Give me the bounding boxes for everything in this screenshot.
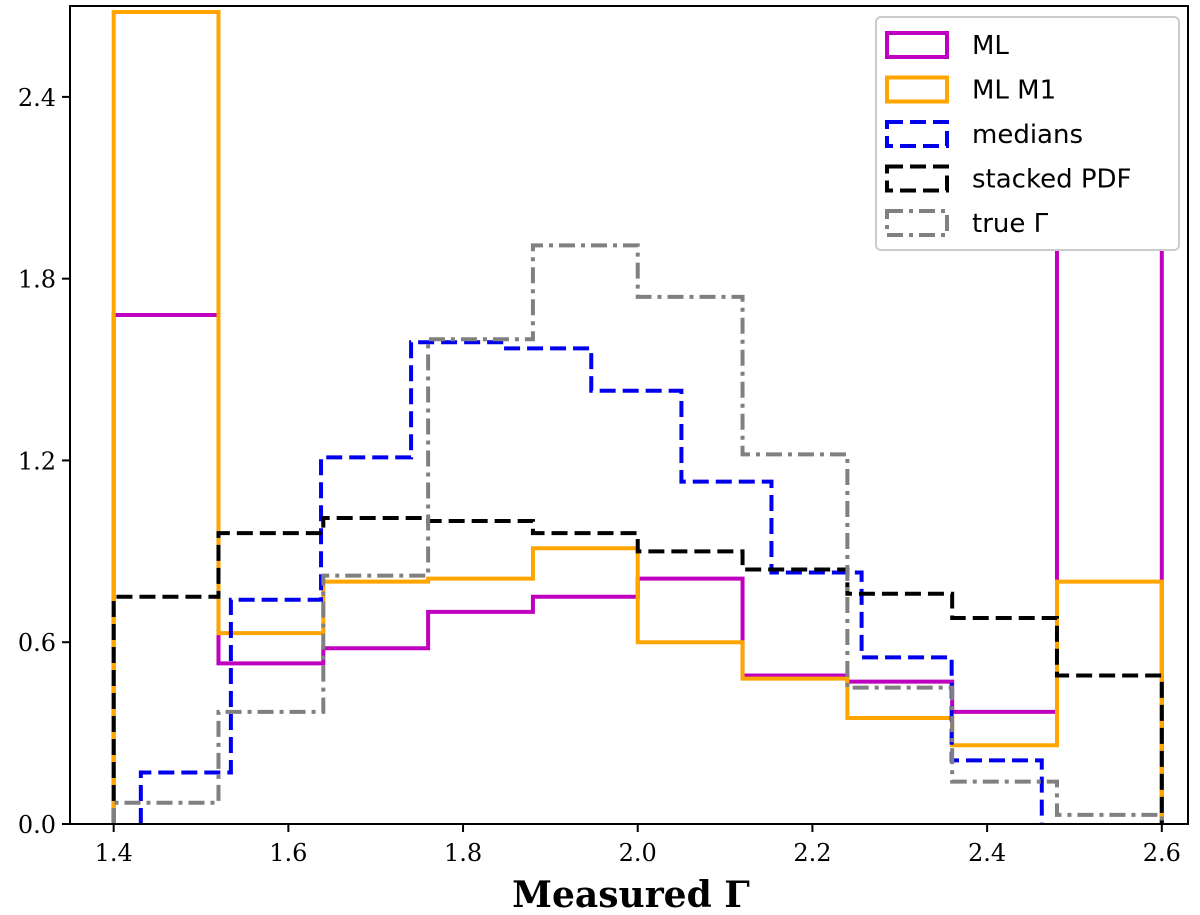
legend-box — [875, 16, 1180, 251]
y-tick-label: 0.0 — [18, 811, 56, 839]
y-tick-label: 2.4 — [18, 84, 56, 112]
series-line-4 — [111, 516, 1164, 824]
series-line-5 — [111, 243, 1164, 824]
legend-label: true Γ — [972, 209, 1049, 239]
plot-frame — [69, 5, 1189, 825]
legend-label: ML M1 — [972, 76, 1056, 106]
y-axis: 0.0 0.6 1.2 1.8 2.4 — [18, 84, 70, 839]
chart-marks — [111, 10, 1164, 824]
series-line-3 — [138, 340, 1044, 824]
y-tick-label: 0.6 — [18, 629, 56, 657]
legend: ML ML M1 medians stacked PDF true Γ — [875, 16, 1180, 251]
legend-swatch — [885, 75, 949, 104]
legend-swatch — [885, 31, 949, 59]
x-tick-label: 1.4 — [95, 839, 133, 867]
x-axis-title: Measured Γ — [512, 874, 750, 915]
y-tick-label: 1.8 — [18, 266, 56, 294]
legend-swatch — [885, 120, 949, 148]
legend-label: stacked PDF — [972, 165, 1132, 195]
legend-label: ML — [972, 31, 1009, 61]
x-tick-label: 2.2 — [793, 839, 831, 867]
legend-swatch — [885, 209, 949, 237]
x-tick-label: 1.6 — [269, 839, 307, 867]
x-tick-label: 1.8 — [444, 839, 482, 867]
series-line-2 — [111, 10, 1164, 824]
legend-label: medians — [972, 120, 1083, 150]
x-tick-label: 2.6 — [1143, 839, 1181, 867]
x-tick-label: 2.4 — [968, 839, 1006, 867]
x-axis: 1.4 1.6 1.8 2.0 2.2 2.4 2.6 — [95, 824, 1181, 867]
x-tick-label: 2.0 — [619, 839, 657, 867]
legend-swatch — [885, 164, 949, 193]
series-line-1 — [111, 231, 1164, 824]
y-tick-label: 1.2 — [18, 447, 56, 475]
